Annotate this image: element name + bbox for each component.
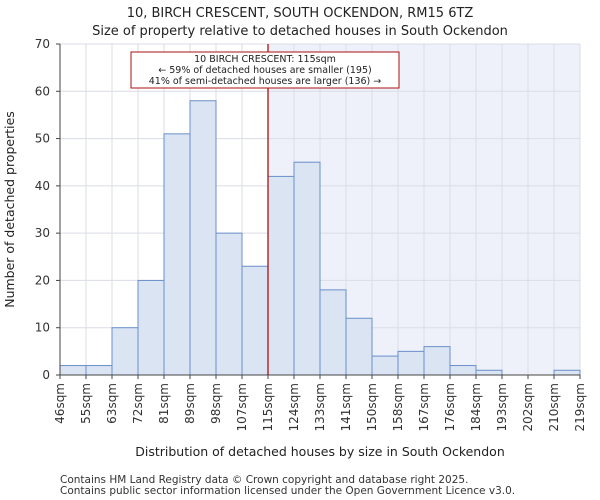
y-tick-label: 40 [35, 179, 50, 193]
histogram-bar [553, 369, 581, 376]
histogram-bar [449, 365, 477, 376]
x-tick-label: 115sqm [261, 383, 275, 431]
y-tick-label: 70 [35, 37, 50, 51]
histogram-bar [163, 133, 191, 376]
histogram-bar [293, 161, 321, 376]
x-tick-label: 46sqm [53, 383, 67, 424]
x-tick-label: 184sqm [469, 383, 483, 431]
x-tick-label: 202sqm [521, 383, 535, 431]
histogram-bar [85, 365, 113, 376]
histogram-bar [59, 365, 87, 376]
histogram-bar [423, 346, 451, 376]
chart-title-line1: 10, BIRCH CRESCENT, SOUTH OCKENDON, RM15… [126, 6, 474, 21]
x-tick-label: 219sqm [573, 383, 587, 431]
chart-title-line2: Size of property relative to detached ho… [92, 24, 508, 39]
y-tick-label: 20 [35, 273, 50, 287]
histogram-bar [397, 350, 425, 376]
y-tick-label: 10 [35, 321, 50, 335]
x-tick-label: 141sqm [339, 383, 353, 431]
annotation-line: 10 BIRCH CRESCENT: 115sqm [194, 54, 336, 65]
histogram-bar [319, 289, 347, 376]
histogram-bar [111, 327, 139, 376]
x-tick-label: 98sqm [209, 383, 223, 424]
footer-licence: Contains public sector information licen… [60, 485, 516, 497]
histogram-bar [215, 232, 243, 376]
footer-copyright: Contains HM Land Registry data © Crown c… [60, 474, 469, 486]
x-tick-label: 210sqm [547, 383, 561, 431]
annotation-line: 41% of semi-detached houses are larger (… [149, 76, 382, 87]
x-tick-label: 107sqm [235, 383, 249, 431]
x-tick-label: 167sqm [417, 383, 431, 431]
y-tick-label: 60 [35, 84, 50, 98]
x-axis-title: Distribution of detached houses by size … [135, 444, 505, 459]
x-tick-label: 81sqm [157, 383, 171, 424]
x-tick-label: 150sqm [365, 383, 379, 431]
histogram-bar [189, 100, 217, 376]
x-tick-label: 63sqm [105, 383, 119, 424]
y-tick-label: 30 [35, 226, 50, 240]
annotation-box [130, 51, 400, 89]
x-tick-label: 133sqm [313, 383, 327, 431]
histogram-bar [345, 317, 373, 376]
annotation-line: ← 59% of detached houses are smaller (19… [158, 65, 371, 76]
x-tick-label: 193sqm [495, 383, 509, 431]
x-tick-label: 72sqm [131, 383, 145, 424]
histogram-bar [137, 279, 165, 376]
y-axis-title: Number of detached properties [2, 111, 17, 308]
histogram-bar [267, 175, 295, 376]
x-tick-label: 55sqm [79, 383, 93, 424]
x-tick-label: 124sqm [287, 383, 301, 431]
y-tick-label: 50 [35, 132, 50, 146]
x-tick-label: 158sqm [391, 383, 405, 431]
histogram-bar [241, 265, 269, 376]
histogram-bar [371, 355, 399, 376]
x-tick-label: 89sqm [183, 383, 197, 424]
y-tick-label: 0 [42, 368, 50, 382]
x-tick-label: 176sqm [443, 383, 457, 431]
histogram-bar [475, 369, 503, 376]
